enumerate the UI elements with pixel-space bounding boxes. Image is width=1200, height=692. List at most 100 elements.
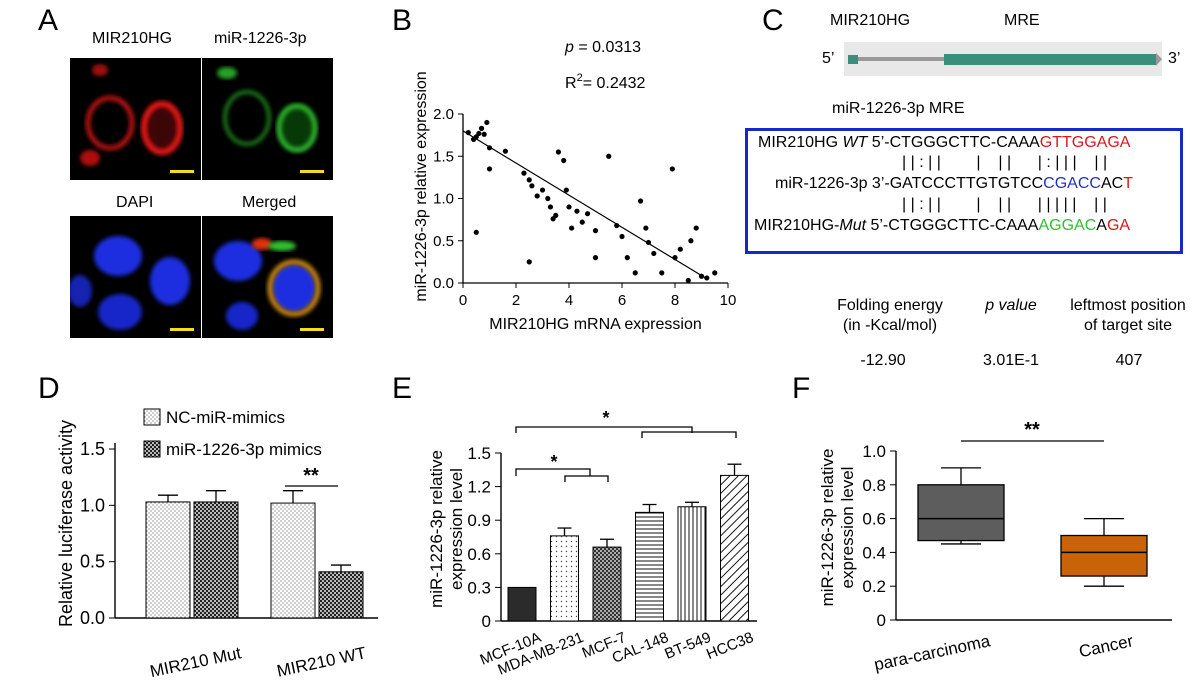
b-data-point: [645, 239, 652, 246]
e-bar: [592, 546, 622, 622]
b-data-point: [486, 166, 493, 172]
f-y-tick-label: 0.8: [862, 476, 886, 495]
e-significance-label-1: *: [550, 452, 557, 472]
e-bracket-inner-1: [515, 468, 591, 476]
b-y-tick-label: 2.0: [433, 106, 454, 123]
panel-label-b: B: [392, 4, 413, 37]
d-significance-label: **: [303, 465, 319, 487]
f-y-tick-label: 1.0: [862, 442, 886, 461]
b-x-tick-label: 4: [565, 292, 573, 309]
d-y-tick-label: 1.5: [80, 439, 105, 459]
mut-seq-red: GA: [1106, 217, 1131, 234]
b-data-point: [526, 177, 532, 183]
b-data-point: [637, 198, 644, 204]
e-bar: [550, 535, 579, 622]
b-y-tick-label: 0.5: [433, 233, 454, 250]
b-data-point: [569, 225, 575, 231]
b-annotation-r: R: [565, 75, 577, 92]
e-bar: [677, 506, 707, 622]
b-data-point: [651, 250, 657, 257]
e-y-tick-label: 0.3: [467, 578, 491, 597]
e-significance-label-2: *: [602, 408, 609, 428]
gene-exon-start: [848, 55, 858, 64]
b-y-tick-label: 1.0: [433, 191, 454, 208]
e-y-tick-label: 0.6: [467, 545, 491, 564]
b-data-point: [677, 246, 683, 252]
e-y-tick-label: 0.9: [467, 511, 491, 530]
gene-arrow-head: [1156, 53, 1162, 66]
b-annotation-r2: R2= 0.2432: [565, 72, 646, 92]
panel-label-a: A: [38, 4, 59, 37]
mut-italic: Mut: [839, 217, 867, 234]
b-data-point: [484, 119, 490, 126]
f-y-label-line1: miR-1226-3p relative: [818, 449, 837, 607]
f-y-label-line2: expression level: [838, 467, 857, 589]
micrograph-mir210hg: [70, 58, 201, 180]
b-data-point: [550, 216, 556, 222]
panel-a-label-dapi: DAPI: [116, 194, 154, 211]
d-y-label: Relative luciferase activity: [56, 420, 76, 627]
b-y-tick-label: 0.0: [433, 275, 454, 292]
f-y-tick-label: 0: [877, 611, 886, 630]
wt-seq-red: GTTGGA: [1039, 134, 1108, 151]
panel-c-three-prime: 3’: [1168, 50, 1181, 67]
table-value-p-value: 3.01E-1: [982, 352, 1040, 369]
b-x-label: MIR210HG mRNA expression: [489, 316, 702, 333]
f-y-tick-label: 0.4: [862, 543, 886, 562]
alignment-wt: MIR210HG WT 5’-CTGGGCTTC-CAAAGTTGGAGA: [758, 134, 1130, 152]
b-data-point: [534, 193, 540, 199]
mut-seq: 5’-CTGGGCTTC-CAAA: [866, 217, 1039, 234]
wt-italic: WT: [842, 134, 868, 151]
b-data-point: [566, 204, 572, 210]
b-data-point: [712, 270, 718, 276]
table-header-leftmost: leftmost position of target site: [1058, 296, 1198, 336]
alignment-box: [745, 128, 1183, 254]
panel-c-subtitle: miR-1226-3p MRE: [832, 100, 965, 117]
d-legend-swatch-nc: [143, 408, 161, 426]
d-y-tick-label: 1.0: [80, 495, 105, 515]
b-data-point: [547, 204, 554, 210]
b-data-point: [592, 255, 599, 261]
alignment-mir: miR-1226-3p 3’-GATCCCTTGTGTCCCGACCACT: [775, 175, 1133, 193]
panel-label-e: E: [392, 372, 413, 405]
mir-name: miR-1226-3p: [775, 175, 868, 192]
micrograph-mir1226-art: [217, 67, 324, 173]
wt-seq-end: GA: [1107, 134, 1131, 151]
gene-intron-line: [858, 57, 944, 61]
panel-a-label-merged: Merged: [242, 194, 297, 211]
panel-label-d: D: [38, 372, 60, 405]
b-data-point: [561, 157, 567, 164]
e-bar: [507, 586, 537, 622]
d-bar: [318, 571, 364, 619]
b-data-point: [685, 277, 691, 284]
micrograph-merged-art: [214, 238, 324, 331]
mir-seq: 3’-GATCCCTTGTGTCC: [867, 175, 1044, 192]
e-y-tick-label: 0: [482, 612, 491, 631]
micrograph-mir1226: [202, 58, 333, 180]
f-box: [1060, 534, 1148, 577]
e-bracket-inner-2: [564, 475, 609, 482]
mut-name: MIR210HG-: [754, 217, 840, 234]
b-data-point: [574, 208, 580, 214]
alignment-pairs-2: | | : | | | | | | | | | | | |: [902, 196, 1107, 213]
b-annotation-p-value: = 0.0313: [574, 39, 641, 56]
b-data-point: [619, 233, 625, 240]
b-data-point: [704, 275, 710, 281]
b-data-point: [539, 187, 546, 193]
panel-c-five-prime: 5’: [822, 50, 835, 67]
f-significance-label: **: [1024, 419, 1040, 441]
d-legend-label-mimics: miR-1226-3p mimics: [166, 440, 322, 459]
mir-seq-end: AC: [1100, 175, 1124, 192]
b-data-point: [545, 195, 551, 202]
b-data-point: [473, 229, 479, 235]
b-y-label: miR-1226-3p relative expression: [413, 71, 430, 301]
table-header-folding-energy-line1: Folding energy: [837, 297, 943, 314]
b-data-point: [624, 255, 630, 261]
wt-name: MIR210HG: [758, 134, 843, 151]
micrograph-mir210hg-art: [80, 64, 194, 173]
table-header-folding-energy: Folding energy (in -Kcal/mol): [820, 296, 960, 336]
b-data-point: [529, 183, 535, 189]
